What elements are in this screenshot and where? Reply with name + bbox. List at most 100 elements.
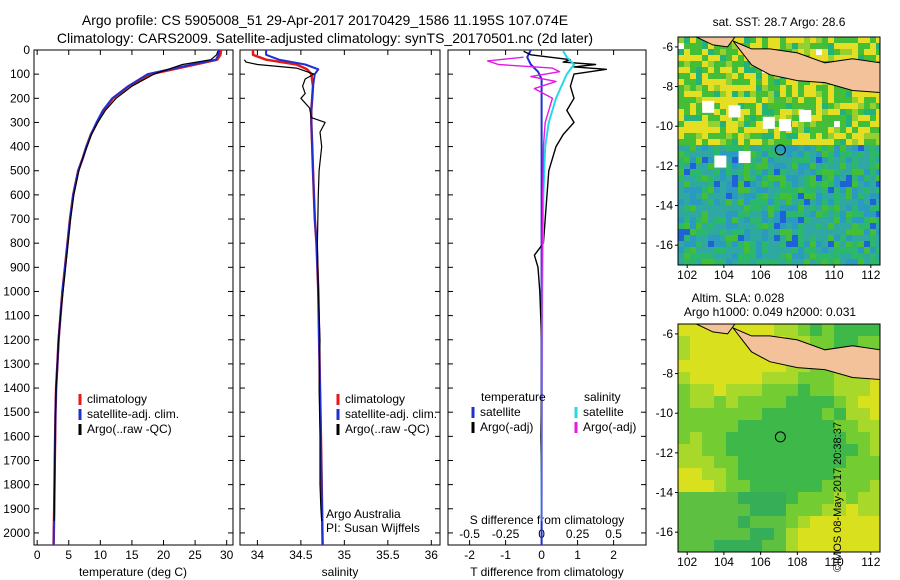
- map-cell: [726, 468, 738, 480]
- map-cell: [828, 91, 834, 97]
- map-cell: [690, 169, 696, 175]
- map-cell: [804, 175, 810, 181]
- map-cell: [726, 145, 732, 151]
- map-cell: [714, 444, 726, 456]
- map-cell: [828, 187, 834, 193]
- map-cell: [744, 205, 750, 211]
- map-cell: [822, 127, 828, 133]
- map-cell: [870, 241, 876, 247]
- map-cell: [708, 43, 714, 49]
- map-cell: [834, 408, 846, 420]
- map-cell: [714, 205, 720, 211]
- map-cell: [858, 253, 864, 259]
- map-cell: [714, 55, 720, 61]
- map-cell: [702, 456, 714, 468]
- map-cell: [786, 229, 792, 235]
- map-cell: [876, 103, 880, 109]
- map-cell: [846, 324, 858, 336]
- map-cell: [714, 211, 720, 217]
- map-cell: [798, 163, 804, 169]
- map-cell: [738, 163, 744, 169]
- map-cell: [780, 247, 786, 253]
- map-cell: [750, 73, 756, 79]
- map-cell: [768, 43, 774, 49]
- map-cell: [750, 253, 756, 259]
- series-line-salinity-argo-adj-: [486, 56, 561, 521]
- map-cell: [780, 133, 786, 139]
- map-cell: [846, 223, 852, 229]
- map-cell: [798, 211, 804, 217]
- map-cell: [774, 229, 780, 235]
- map-cell: [696, 109, 702, 115]
- map-cell: [792, 115, 798, 121]
- map-cell: [852, 223, 858, 229]
- map-cell: [870, 127, 876, 133]
- map-cell: [816, 163, 822, 169]
- map-cell: [714, 372, 726, 384]
- map-cell: [744, 193, 750, 199]
- map-cell: [876, 133, 880, 139]
- map-cell: [750, 175, 756, 181]
- map-cell: [876, 127, 880, 133]
- map-cell: [846, 241, 852, 247]
- map-cell: [774, 396, 786, 408]
- map-cell: [846, 432, 858, 444]
- map-cell: [786, 151, 792, 157]
- map-cell: [786, 420, 798, 432]
- map-cell: [828, 121, 834, 127]
- map-cell: [828, 175, 834, 181]
- map-cell: [810, 43, 816, 49]
- map-cell: [708, 145, 714, 151]
- map-cell: [708, 241, 714, 247]
- map-cell: [744, 115, 750, 121]
- map-cell: [768, 37, 774, 43]
- map-cell: [786, 456, 798, 468]
- series-line-argo-raw-qc-: [53, 51, 219, 521]
- map-cell: [726, 432, 738, 444]
- map-cell: [810, 151, 816, 157]
- map-cell: [726, 133, 732, 139]
- map-cell: [762, 73, 768, 79]
- map-cell: [690, 540, 702, 552]
- map-cell: [750, 115, 756, 121]
- map-cell: [708, 193, 714, 199]
- map-cell: [732, 79, 738, 85]
- map-cell: [708, 187, 714, 193]
- map-cell: [822, 372, 834, 384]
- map-cell: [690, 91, 696, 97]
- map-y-tick-label: -14: [656, 486, 674, 500]
- map-cell: [864, 109, 870, 115]
- map-cell: [732, 91, 738, 97]
- map-cell: [858, 408, 870, 420]
- map-cell: [714, 193, 720, 199]
- map-cell: [774, 235, 780, 241]
- map-x-tick-label: 110: [825, 268, 844, 282]
- map-cell: [798, 372, 810, 384]
- map-cell: [858, 169, 864, 175]
- map-cell: [834, 540, 846, 552]
- map-cell: [876, 163, 880, 169]
- map-cell: [702, 217, 708, 223]
- map-cell: [732, 97, 738, 103]
- map-cell: [738, 85, 744, 91]
- map-cell: [858, 103, 864, 109]
- map-cell: [702, 169, 708, 175]
- map-cell: [684, 109, 690, 115]
- map-cell: [726, 217, 732, 223]
- map-cell: [816, 97, 822, 103]
- map-cell: [726, 348, 738, 360]
- map-cell: [780, 181, 786, 187]
- map-cell: [810, 480, 822, 492]
- map-cell: [768, 223, 774, 229]
- map-cell: [816, 247, 822, 253]
- map-cell: [696, 181, 702, 187]
- map-cell: [702, 336, 714, 348]
- map-cell: [834, 169, 840, 175]
- map-cell: [678, 103, 684, 109]
- map-cell: [690, 97, 696, 103]
- x-axis-label: salinity: [322, 565, 359, 579]
- map-cell: [792, 127, 798, 133]
- map-cell: [846, 259, 852, 265]
- map-cell: [834, 444, 846, 456]
- map-cell: [768, 247, 774, 253]
